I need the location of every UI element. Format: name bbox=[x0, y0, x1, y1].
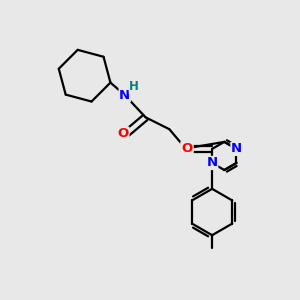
Text: S: S bbox=[181, 142, 190, 155]
Text: N: N bbox=[207, 157, 218, 169]
Text: N: N bbox=[119, 88, 130, 101]
Text: O: O bbox=[182, 142, 193, 155]
Text: H: H bbox=[129, 80, 139, 93]
Text: N: N bbox=[231, 142, 242, 155]
Text: O: O bbox=[118, 127, 129, 140]
